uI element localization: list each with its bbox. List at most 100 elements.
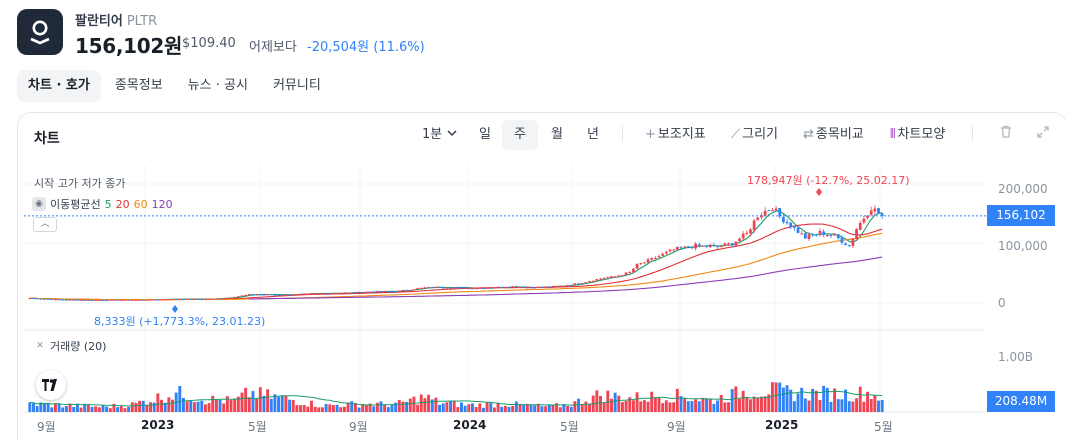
candle-body <box>171 298 174 300</box>
chevron-up-icon[interactable]: ︿ <box>33 217 57 232</box>
candle-body <box>558 285 562 287</box>
interval-dropdown[interactable]: 1분 <box>414 120 466 150</box>
period-year[interactable]: 년 <box>587 127 599 142</box>
candle-body <box>836 234 840 239</box>
tab-chart-orderbook[interactable]: 차트 · 호가 <box>17 70 101 102</box>
volume-bar <box>130 402 134 412</box>
period-month[interactable]: 월 <box>551 127 563 142</box>
candle-body <box>251 294 255 296</box>
candle-body <box>43 298 46 300</box>
candle-body <box>86 299 90 301</box>
volume-bar <box>225 396 229 412</box>
candle-body <box>284 294 288 296</box>
indicator-button[interactable]: + 보조지표 <box>637 120 714 150</box>
volume-bar <box>558 407 562 412</box>
volume-bar <box>207 403 211 412</box>
volume-bar <box>394 402 398 412</box>
volume-bar <box>75 403 79 412</box>
volume-bar <box>196 401 200 412</box>
volume-bar <box>408 398 412 412</box>
candle-body <box>247 294 251 296</box>
candle-body <box>858 223 862 230</box>
candle-body <box>423 287 427 289</box>
low-annotation: 8,333원 (+1,773.3%, 23.01.23) <box>94 315 266 328</box>
candle-body <box>90 299 94 301</box>
volume-bar <box>803 398 807 412</box>
period-day[interactable]: 일 <box>479 127 491 142</box>
volume-bar <box>86 404 90 412</box>
volume-bar <box>72 406 76 412</box>
candle-body <box>207 299 211 301</box>
candle-body <box>573 283 577 286</box>
candle-body <box>460 287 463 289</box>
volume-bar <box>317 407 321 412</box>
candle-body <box>416 288 419 290</box>
volume-bar <box>68 403 72 412</box>
period-week[interactable]: 주 <box>502 120 538 150</box>
volume-bar <box>368 403 372 412</box>
volume-bar <box>255 398 259 412</box>
volume-bar <box>694 399 698 412</box>
candle-body <box>394 291 398 293</box>
close-icon[interactable]: ✕ <box>36 341 44 351</box>
trash-icon[interactable] <box>995 124 1017 146</box>
candle-body <box>390 291 394 293</box>
chart-shape-button[interactable]: ⫴ 차트모양 <box>882 120 953 150</box>
volume-bar <box>397 400 401 412</box>
compare-button[interactable]: ⇄ 종목비교 <box>795 120 872 150</box>
candle-body <box>134 299 138 301</box>
tab-stock-info[interactable]: 종목정보 <box>114 78 163 93</box>
volume-bar <box>463 405 467 412</box>
volume-bar <box>108 408 112 412</box>
draw-button[interactable]: ⟋ 그리기 <box>723 120 786 150</box>
volume-bar <box>361 404 365 412</box>
candle-body <box>405 289 409 291</box>
chart-panel <box>17 112 1065 440</box>
volume-bar <box>580 404 584 412</box>
high-marker <box>816 188 822 196</box>
candle-body <box>105 300 109 302</box>
expand-icon[interactable] <box>1032 124 1054 146</box>
candle-body <box>204 299 207 301</box>
volume-bar <box>668 402 672 412</box>
volume-bar <box>518 403 522 412</box>
stock-name-text: 팔란티어 <box>75 14 123 29</box>
volume-bar <box>419 394 423 412</box>
candle-body <box>635 263 639 269</box>
candle-body <box>332 293 335 295</box>
candle-body <box>94 299 98 301</box>
volume-bar <box>727 402 730 412</box>
candle-body <box>317 293 321 295</box>
tab-community[interactable]: 커뮤니티 <box>272 78 321 93</box>
tradingview-logo[interactable] <box>36 370 66 400</box>
price-usd: $109.40 <box>182 36 236 51</box>
volume-bar <box>599 395 602 412</box>
volume-bar <box>500 406 504 412</box>
volume-bar <box>752 396 756 412</box>
volume-bar <box>97 407 101 412</box>
tab-news[interactable]: 뉴스 · 공시 <box>187 78 248 93</box>
candle-body <box>877 208 880 214</box>
candle-body <box>818 230 822 234</box>
volume-bar <box>818 400 822 412</box>
candle-body <box>847 244 851 247</box>
x-tick-label: 9월 <box>349 420 368 434</box>
volume-bar <box>339 407 343 412</box>
eye-icon[interactable]: ◉ <box>32 197 46 211</box>
volume-bar <box>478 403 482 412</box>
candle-body <box>569 285 573 287</box>
candle-body <box>452 287 456 289</box>
volume-bar <box>383 404 387 412</box>
volume-bar <box>438 404 442 412</box>
volume-bar <box>32 403 35 412</box>
volume-bar <box>288 399 292 412</box>
candle-body <box>141 299 145 301</box>
volume-bar <box>829 401 833 412</box>
volume-bar <box>749 399 752 412</box>
candle-body <box>482 288 485 290</box>
volume-bar <box>460 402 463 412</box>
candle-body <box>833 234 837 236</box>
volume-bar <box>182 397 185 412</box>
volume-bar <box>602 402 606 412</box>
